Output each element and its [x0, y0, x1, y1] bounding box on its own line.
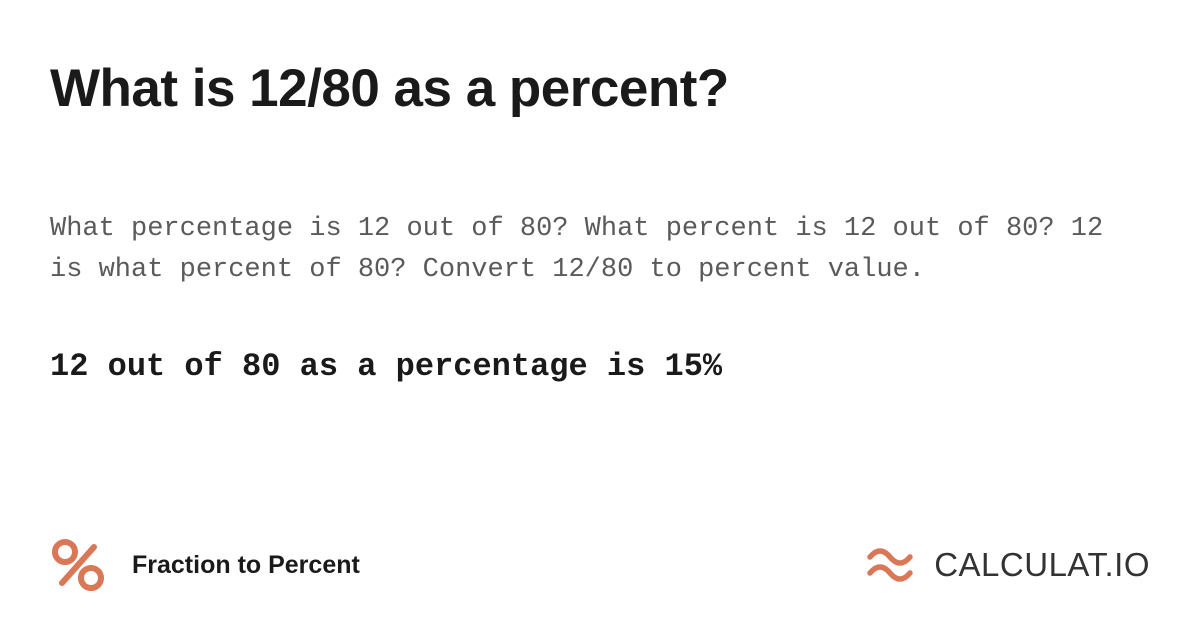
percent-icon — [50, 537, 106, 593]
brand-group[interactable]: CALCULAT.IO — [864, 537, 1150, 593]
converter-label: Fraction to Percent — [132, 551, 360, 580]
brand-logo-icon — [864, 537, 920, 593]
footer: Fraction to Percent CALCULAT.IO — [0, 520, 1200, 630]
answer-text: 12 out of 80 as a percentage is 15% — [50, 348, 1150, 385]
question-description: What percentage is 12 out of 80? What pe… — [50, 209, 1150, 290]
page-title: What is 12/80 as a percent? — [50, 58, 1150, 119]
converter-label-group: Fraction to Percent — [50, 537, 360, 593]
brand-name: CALCULAT.IO — [934, 546, 1150, 584]
content-area: What is 12/80 as a percent? What percent… — [0, 0, 1200, 385]
